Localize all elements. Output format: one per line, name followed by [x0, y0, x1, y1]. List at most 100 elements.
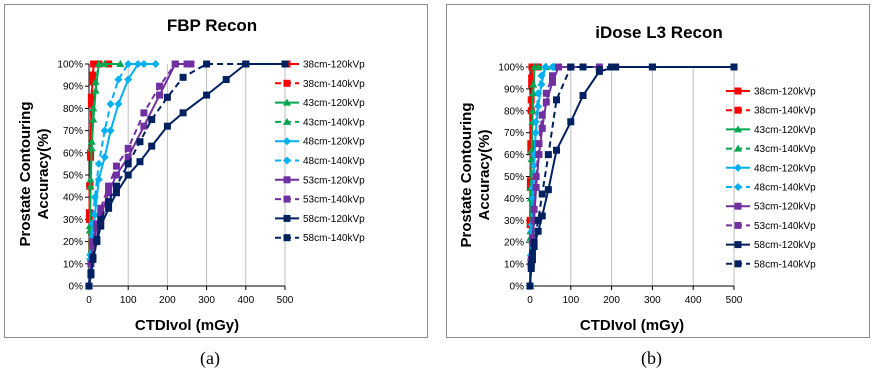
y-axis-title: Prostate ContouringAccuracy(%) — [17, 102, 52, 247]
data-point — [548, 63, 557, 71]
y-tick-label: 40% — [63, 193, 83, 204]
data-point — [529, 80, 538, 88]
legend-label: 48cm-120kVp — [754, 163, 816, 174]
data-point — [222, 76, 230, 84]
data-point — [87, 93, 95, 101]
data-point — [86, 175, 95, 183]
data-point — [87, 260, 95, 268]
data-point — [553, 146, 561, 154]
data-point — [187, 60, 195, 68]
data-point — [134, 60, 142, 68]
data-point — [534, 227, 542, 235]
data-point — [734, 202, 742, 210]
panel-b-frame — [446, 4, 870, 338]
data-point — [116, 60, 125, 67]
y-tick-label: 80% — [504, 106, 524, 117]
chart-b: iDose L3 Recon 0 100 200 300 400 500 0% 10% 20% 30… — [458, 23, 816, 334]
data-point — [94, 60, 103, 67]
data-point — [548, 78, 556, 86]
legend-label: 38cm-120kVp — [303, 60, 365, 71]
data-point — [90, 60, 98, 68]
data-point — [534, 89, 543, 98]
data-point — [112, 171, 120, 179]
data-point — [283, 117, 291, 125]
legend-label: 58cm-140kVp — [303, 233, 365, 244]
data-point — [89, 71, 97, 79]
data-point — [528, 249, 536, 257]
data-point — [140, 122, 148, 130]
legend-label: 38cm-120kVp — [754, 87, 816, 98]
y-axis-title-line: Accuracy(%) — [35, 129, 52, 220]
data-point — [89, 253, 97, 261]
y-axis-title-line: Accuracy(%) — [476, 130, 493, 221]
x-tick-label: 0 — [527, 295, 533, 306]
legend-label: 48cm-120kVp — [303, 137, 365, 148]
data-point — [156, 91, 164, 99]
data-point — [136, 158, 144, 166]
data-point — [530, 243, 538, 251]
legend-item: 38cm-140kVp — [275, 79, 365, 90]
data-point — [105, 182, 113, 190]
data-point — [156, 82, 164, 90]
panel-a-frame — [4, 4, 428, 338]
data-point — [283, 195, 291, 203]
legend-item: 38cm-120kVp — [726, 87, 816, 98]
y-tick-label: 80% — [63, 104, 83, 115]
data-point — [203, 60, 211, 68]
data-point — [544, 186, 552, 194]
data-point — [537, 71, 546, 80]
legend-item: 58cm-120kVp — [275, 214, 365, 225]
legend-item: 53cm-120kVp — [275, 175, 365, 186]
x-axis-title: CTDIvol (mGy) — [580, 317, 684, 334]
legend-item: 43cm-120kVp — [275, 98, 365, 109]
legend-item: 48cm-140kVp — [275, 156, 365, 167]
data-point — [136, 138, 144, 146]
legend-item: 53cm-120kVp — [726, 202, 816, 213]
series-line — [88, 63, 187, 287]
data-point — [179, 73, 187, 81]
legend-label: 53cm-120kVp — [754, 202, 816, 213]
legend-label: 48cm-140kVp — [754, 183, 816, 194]
data-point — [283, 234, 291, 242]
data-point — [648, 63, 656, 71]
data-point — [538, 124, 546, 132]
y-tick-label: 50% — [63, 171, 83, 182]
data-point — [734, 260, 742, 268]
data-point — [528, 234, 536, 242]
data-point — [541, 63, 550, 71]
y-tick-label: 60% — [63, 148, 83, 159]
data-point — [567, 63, 575, 71]
data-point — [114, 75, 123, 84]
data-point — [283, 214, 291, 222]
data-point — [283, 176, 291, 184]
data-point — [91, 77, 100, 85]
data-point — [112, 189, 120, 197]
data-point — [89, 238, 97, 246]
y-axis-title: Prostate ContouringAccuracy(%) — [458, 103, 493, 248]
data-point — [553, 96, 561, 104]
data-point — [542, 89, 550, 97]
legend-item: 53cm-140kVp — [726, 221, 816, 232]
legend-label: 43cm-140kVp — [303, 117, 365, 128]
data-point — [537, 80, 546, 89]
x-tick-label: 200 — [159, 295, 176, 306]
data-point — [544, 151, 552, 159]
x-tick-label: 400 — [685, 295, 702, 306]
data-point — [526, 282, 534, 290]
x-tick-label: 100 — [120, 295, 137, 306]
y-tick-label: 70% — [504, 128, 524, 139]
data-point — [530, 238, 538, 246]
legend-label: 58cm-140kVp — [754, 259, 816, 270]
data-point — [87, 144, 96, 152]
legend-item: 43cm-120kVp — [726, 125, 816, 136]
data-point — [283, 137, 291, 146]
y-tick-label: 100% — [498, 63, 524, 74]
series-line — [529, 66, 600, 287]
series-line — [88, 63, 121, 287]
series-line — [88, 63, 191, 287]
data-point — [548, 72, 556, 80]
chart-title: FBP Recon — [167, 16, 257, 35]
data-point — [87, 269, 95, 277]
data-point — [538, 212, 546, 220]
data-point — [100, 126, 109, 135]
